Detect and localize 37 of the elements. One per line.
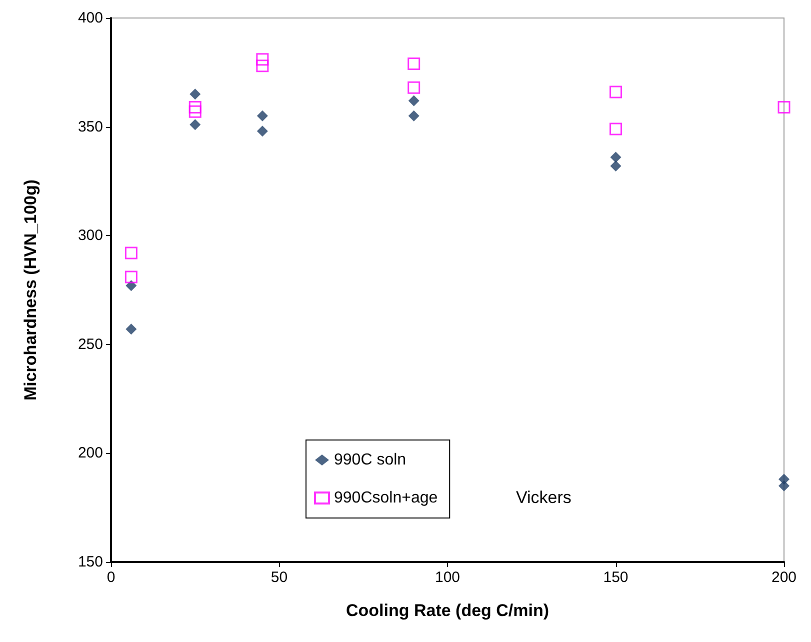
point: [256, 126, 268, 137]
point: [256, 60, 269, 72]
legend-label: 990C soln: [334, 452, 406, 468]
point: [256, 110, 268, 122]
y-tick-label: 200: [78, 444, 103, 462]
y-axis-title: Microhardness (HVN_100g): [21, 179, 40, 401]
legend-label: 990Csoln+age: [334, 490, 438, 506]
point: [610, 86, 622, 98]
x-tick-label: 0: [106, 569, 116, 586]
point: [124, 246, 138, 260]
point: [408, 95, 420, 106]
annotation: Vickers: [516, 488, 572, 507]
x-axis-title: Cooling Rate (deg C/min): [346, 601, 550, 620]
x-tick-label: 50: [270, 569, 288, 586]
point: [188, 105, 202, 118]
x-tick-label: 150: [603, 569, 628, 586]
point: [408, 57, 420, 70]
point: [408, 81, 420, 94]
x-tick-label: 100: [434, 569, 460, 586]
x-tick-label: 200: [771, 569, 797, 586]
point: [778, 100, 790, 114]
y-tick-label: 250: [78, 336, 103, 353]
point: [188, 100, 202, 114]
y-tick-label: 300: [78, 227, 103, 244]
point: [256, 53, 269, 66]
y-tick-label: 150: [78, 554, 103, 570]
point: [610, 152, 622, 163]
point: [408, 110, 420, 122]
y-tick-label: 400: [78, 10, 103, 26]
y-tick-label: 350: [78, 118, 103, 136]
point: [190, 88, 201, 100]
point: [610, 122, 622, 136]
point: [610, 160, 622, 172]
point: [190, 119, 201, 130]
point: [126, 324, 137, 335]
point: [124, 270, 138, 284]
point: [778, 480, 790, 492]
